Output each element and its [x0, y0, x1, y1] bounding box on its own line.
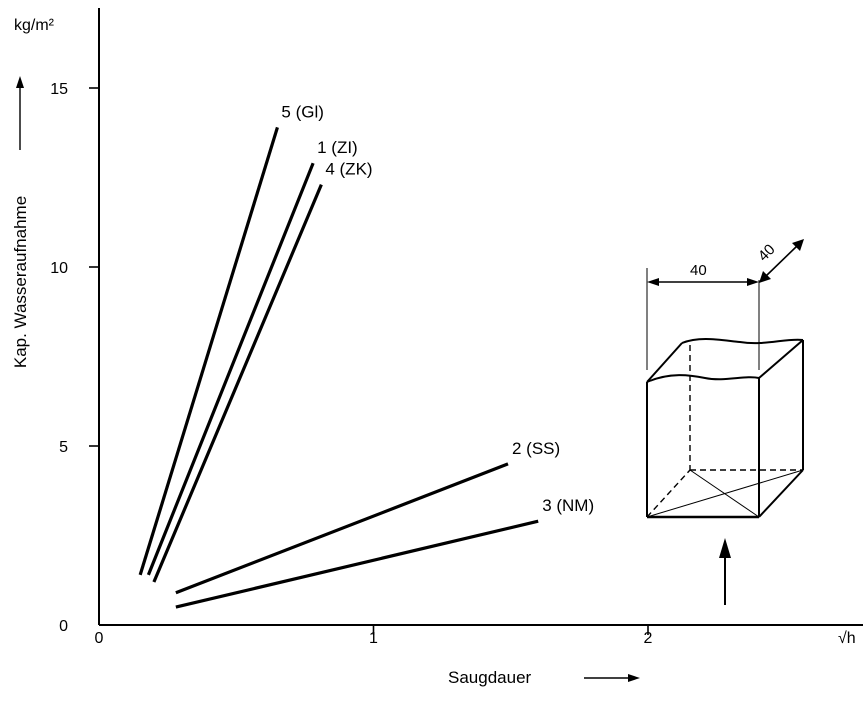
dim-arrow-depth-upper: [792, 239, 804, 251]
water-inflow-arrow-head: [719, 538, 731, 558]
series-line-3: [152, 184, 323, 583]
series-label-1: 5 (Gl): [281, 102, 324, 121]
series-line-1: [138, 126, 279, 576]
dim-label-depth: 40: [755, 241, 779, 265]
y-unit-label: kg/m²: [14, 17, 55, 34]
specimen-cube-drawing: [646, 245, 804, 605]
axes: [98, 8, 863, 626]
ticks: 0 5 10 15 0 1 2: [50, 81, 652, 647]
x-tick-label: 2: [644, 630, 653, 647]
cube-hidden-bottom-left: [646, 469, 691, 518]
series-label-2: 1 (ZI): [317, 138, 358, 157]
y-axis-title: Kap. Wasseraufnahme: [11, 196, 30, 368]
cube-bottom-right: [758, 469, 804, 518]
cube-base-diagonal-2: [689, 469, 760, 518]
series-line-2: [146, 162, 315, 576]
y-tick-label: 15: [50, 81, 68, 98]
series-line-5: [175, 519, 539, 609]
y-tick-label: 10: [50, 260, 68, 277]
x-tick-label: 1: [369, 630, 378, 647]
dim-arrow-width-left: [647, 278, 659, 286]
dim-arrow-depth-lower: [759, 271, 771, 283]
series-lines: [138, 126, 539, 609]
cube-top-wavy-back: [681, 338, 804, 345]
series-label-5: 3 (NM): [542, 496, 594, 515]
dim-label-width: 40: [690, 262, 707, 279]
dim-arrow-width-right: [747, 278, 759, 286]
y-tick-label: 0: [59, 618, 68, 635]
cube-top-right: [758, 339, 804, 379]
x-tick-label: 0: [95, 630, 104, 647]
y-axis-title-arrow-head: [16, 76, 24, 88]
series-labels: 5 (Gl) 1 (ZI) 4 (ZK) 2 (SS) 3 (NM): [281, 102, 594, 515]
x-axis-title-arrow-head: [628, 674, 640, 682]
series-label-3: 4 (ZK): [325, 160, 372, 179]
cube-top-left: [646, 342, 683, 383]
dim-line-depth: [765, 245, 798, 277]
y-tick-label: 5: [59, 439, 68, 456]
x-unit-label: √h: [838, 630, 856, 647]
cube-top-wavy-front: [646, 374, 760, 383]
series-label-4: 2 (SS): [512, 439, 560, 458]
x-axis-title: Saugdauer: [448, 668, 532, 687]
series-line-4: [175, 462, 509, 595]
